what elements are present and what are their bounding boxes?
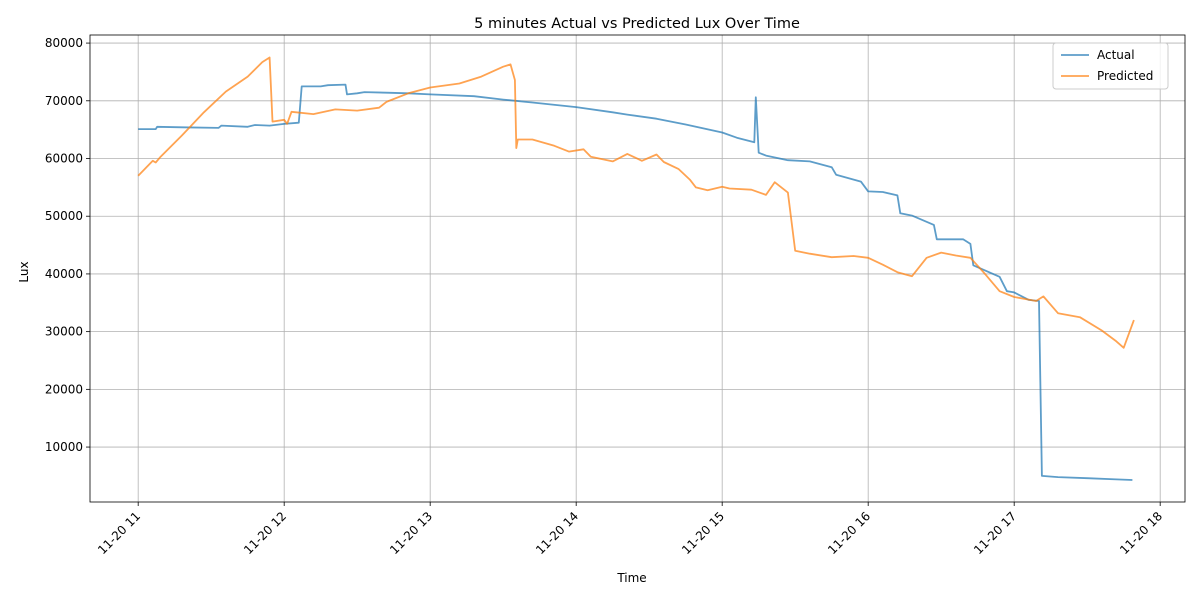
series-line-predicted [137,56,1135,349]
series-line-actual [138,83,1133,481]
y-tick-label: 70000 [45,94,83,108]
legend-label-predicted: Predicted [1097,69,1153,83]
y-tick-label: 30000 [45,325,83,339]
legend: Actual Predicted [1052,42,1169,90]
y-tick-label: 60000 [45,152,83,166]
y-tick-label: 50000 [45,209,83,223]
plot-frame [89,34,1186,503]
chart-title: 5 minutes Actual vs Predicted Lux Over T… [474,16,800,32]
series-layer [137,56,1135,481]
y-tick-label: 10000 [45,440,83,454]
y-axis-title: Lux [17,261,31,282]
x-axis-title: Time [616,571,646,585]
y-tick-label: 20000 [45,382,83,396]
y-axis: 10000 20000 30000 40000 50000 60000 70000 80000 [45,36,90,454]
y-tick-label: 40000 [45,267,83,281]
y-tick-label: 80000 [45,36,83,50]
legend-label-actual: Actual [1097,48,1135,62]
